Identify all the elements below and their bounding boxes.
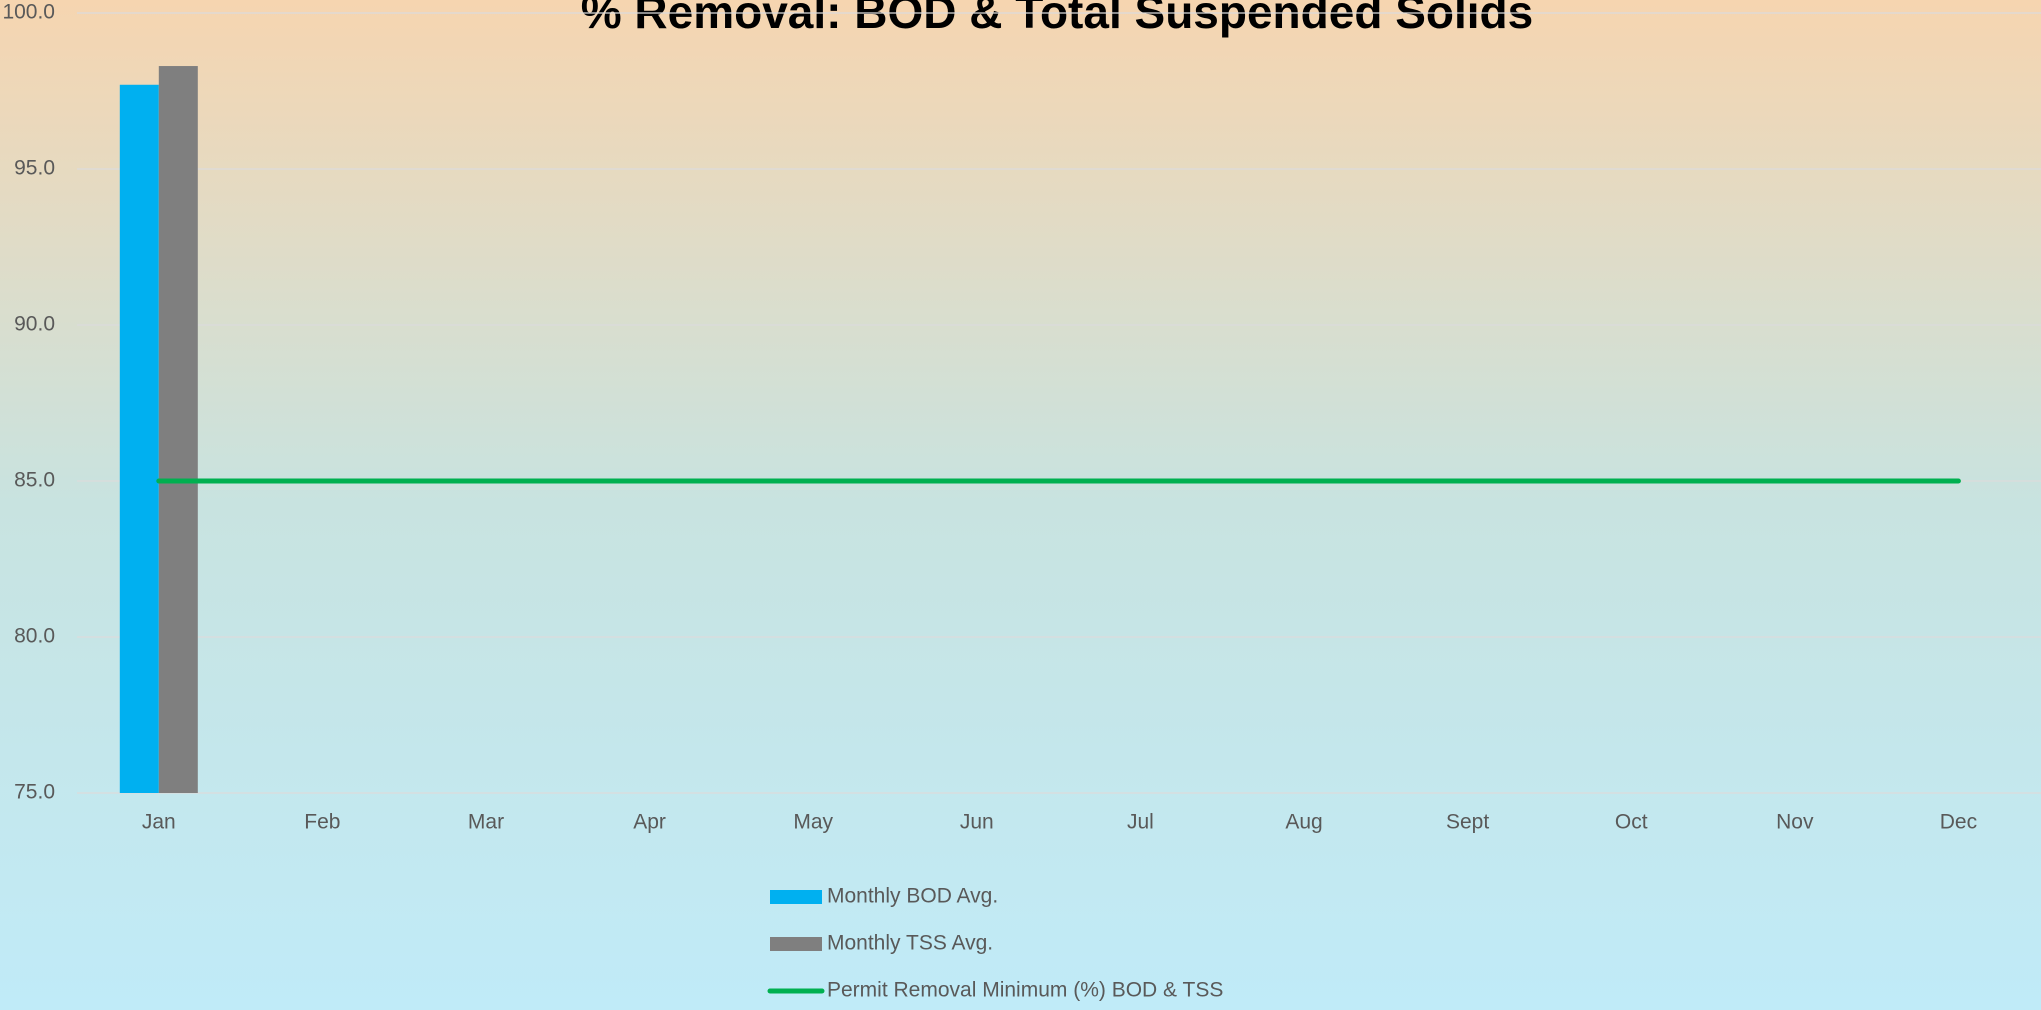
x-tick-label: Apr: [633, 811, 666, 834]
x-tick-label: Jun: [960, 811, 994, 834]
y-tick-label: 75.0: [14, 781, 55, 804]
y-tick-label: 95.0: [14, 157, 55, 180]
legend-label: Permit Removal Minimum (%) BOD & TSS: [827, 979, 1223, 1002]
y-tick-label: 100.0: [2, 1, 55, 24]
x-tick-label: Mar: [468, 811, 504, 834]
x-tick-label: Jan: [142, 811, 176, 834]
y-tick-label: 80.0: [14, 625, 55, 648]
legend-swatch: [770, 890, 822, 904]
x-tick-label: Jul: [1127, 811, 1154, 834]
x-tick-label: Aug: [1285, 811, 1322, 834]
y-tick-label: 85.0: [14, 469, 55, 492]
legend-swatch: [770, 937, 822, 951]
x-tick-label: Nov: [1776, 811, 1814, 834]
y-tick-label: 90.0: [14, 313, 55, 336]
legend-label: Monthly TSS Avg.: [827, 932, 993, 955]
x-tick-label: Sept: [1446, 811, 1489, 834]
bar: [158, 66, 198, 794]
x-tick-label: Feb: [304, 811, 340, 834]
legend-label: Monthly BOD Avg.: [827, 885, 998, 908]
x-tick-label: May: [793, 811, 833, 834]
bar: [119, 84, 159, 793]
chart-title: % Removal: BOD & Total Suspended Solids: [581, 0, 1534, 38]
x-tick-label: Dec: [1940, 811, 1977, 834]
x-tick-label: Oct: [1615, 811, 1648, 834]
